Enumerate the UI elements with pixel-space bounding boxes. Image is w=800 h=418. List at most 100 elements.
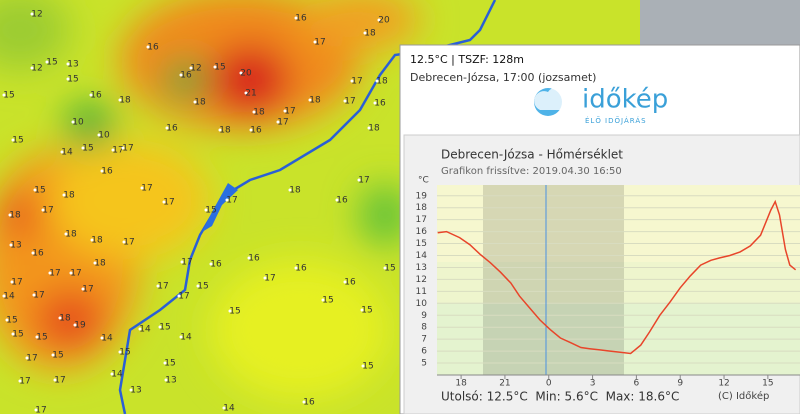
- station-dot: [146, 45, 150, 49]
- y-tick-label: 10: [416, 299, 428, 309]
- y-tick-label: 8: [421, 323, 427, 333]
- station-dot: [244, 91, 248, 95]
- y-tick-label: 17: [416, 215, 427, 225]
- station-dot: [228, 309, 232, 313]
- station-temp: 14: [139, 325, 151, 335]
- station-dot: [213, 65, 217, 69]
- y-tick-label: 13: [416, 263, 427, 273]
- station-temp: 15: [214, 63, 225, 73]
- y-tick-label: 11: [416, 287, 427, 297]
- station-dot: [32, 293, 36, 297]
- station-temp: 20: [240, 69, 252, 79]
- logo: időkép: [582, 85, 668, 115]
- x-tick-label: 3: [590, 379, 596, 389]
- station-temp: 17: [35, 406, 46, 415]
- y-tick-label: 14: [416, 251, 428, 261]
- station-temp: 17: [82, 285, 93, 295]
- x-tick-label: 0: [546, 379, 552, 389]
- station-dot: [81, 287, 85, 291]
- station-temp: 18: [65, 230, 77, 240]
- station-dot: [361, 364, 365, 368]
- station-temp: 20: [378, 16, 390, 26]
- station-dot: [288, 188, 292, 192]
- station-dot: [177, 294, 181, 298]
- night-shade: [483, 185, 624, 375]
- station-temp: 15: [229, 307, 240, 317]
- station-temp: 16: [336, 196, 348, 206]
- station-dot: [367, 126, 371, 130]
- y-tick-label: 9: [421, 311, 427, 321]
- station-temp: 13: [67, 60, 78, 70]
- station-temp: 17: [264, 274, 275, 284]
- station-dot: [158, 325, 162, 329]
- station-temp: 16: [374, 99, 386, 109]
- y-tick-label: 6: [421, 347, 427, 357]
- station-temp: 18: [94, 259, 106, 269]
- station-temp: 15: [322, 296, 333, 306]
- station-temp: 17: [314, 38, 325, 48]
- station-temp: 17: [19, 377, 30, 387]
- chart-title: Debrecen-Józsa - Hőmérséklet: [441, 148, 623, 162]
- station-dot: [8, 213, 12, 217]
- station-dot: [263, 276, 267, 280]
- station-dot: [118, 350, 122, 354]
- x-tick-label: 6: [634, 379, 640, 389]
- station-temp: 16: [147, 43, 159, 53]
- station-dot: [302, 400, 306, 404]
- station-dot: [163, 361, 167, 365]
- station-temp: 17: [122, 144, 133, 154]
- station-dot: [34, 408, 38, 412]
- station-dot: [180, 260, 184, 264]
- station-temp: 19: [74, 321, 86, 331]
- station-dot: [71, 120, 75, 124]
- station-temp: 17: [49, 269, 60, 279]
- window-edge: [640, 0, 800, 45]
- station-temp: 18: [63, 191, 75, 201]
- station-dot: [9, 243, 13, 247]
- station-dot: [343, 280, 347, 284]
- station-dot: [30, 12, 34, 16]
- station-dot: [121, 146, 125, 150]
- station-temp: 10: [72, 118, 84, 128]
- station-dot: [294, 266, 298, 270]
- station-dot: [35, 335, 39, 339]
- station-dot: [122, 240, 126, 244]
- station-temp: 16: [166, 124, 178, 134]
- y-tick-label: 12: [416, 275, 427, 285]
- station-temp: 14: [3, 292, 15, 302]
- station-dot: [164, 378, 168, 382]
- station-dot: [110, 372, 114, 376]
- station-dot: [129, 388, 133, 392]
- station-dot: [343, 99, 347, 103]
- y-tick-label: 7: [421, 335, 427, 345]
- station-temp: 17: [157, 282, 168, 292]
- station-dot: [156, 284, 160, 288]
- y-tick-label: 15: [416, 239, 427, 249]
- station-temp: 15: [362, 362, 373, 372]
- station-dot: [66, 77, 70, 81]
- station-dot: [51, 353, 55, 357]
- station-temp: 17: [70, 269, 81, 279]
- station-dot: [53, 378, 57, 382]
- station-temp: 12: [31, 64, 42, 74]
- chart: Debrecen-Józsa - Hőmérséklet Grafikon fri…: [416, 148, 800, 389]
- station-dot: [11, 138, 15, 142]
- y-tick-label: 19: [416, 191, 428, 201]
- station-temp: 17: [123, 238, 134, 248]
- station-temp: 15: [164, 359, 175, 369]
- logo-sub: ÉLŐ IDŐJÁRÁS: [585, 116, 647, 125]
- station-dot: [335, 198, 339, 202]
- station-dot: [41, 208, 45, 212]
- station-temp: 18: [91, 236, 103, 246]
- station-dot: [140, 186, 144, 190]
- station-dot: [2, 93, 6, 97]
- station-temp: 16: [180, 71, 192, 81]
- station-dot: [218, 128, 222, 132]
- y-tick-label: 18: [416, 203, 428, 213]
- station-temp: 10: [98, 131, 110, 141]
- station-temp: 18: [289, 186, 301, 196]
- station-temp: 13: [130, 386, 141, 396]
- station-dot: [45, 60, 49, 64]
- station-dot: [48, 271, 52, 275]
- station-dot: [373, 101, 377, 105]
